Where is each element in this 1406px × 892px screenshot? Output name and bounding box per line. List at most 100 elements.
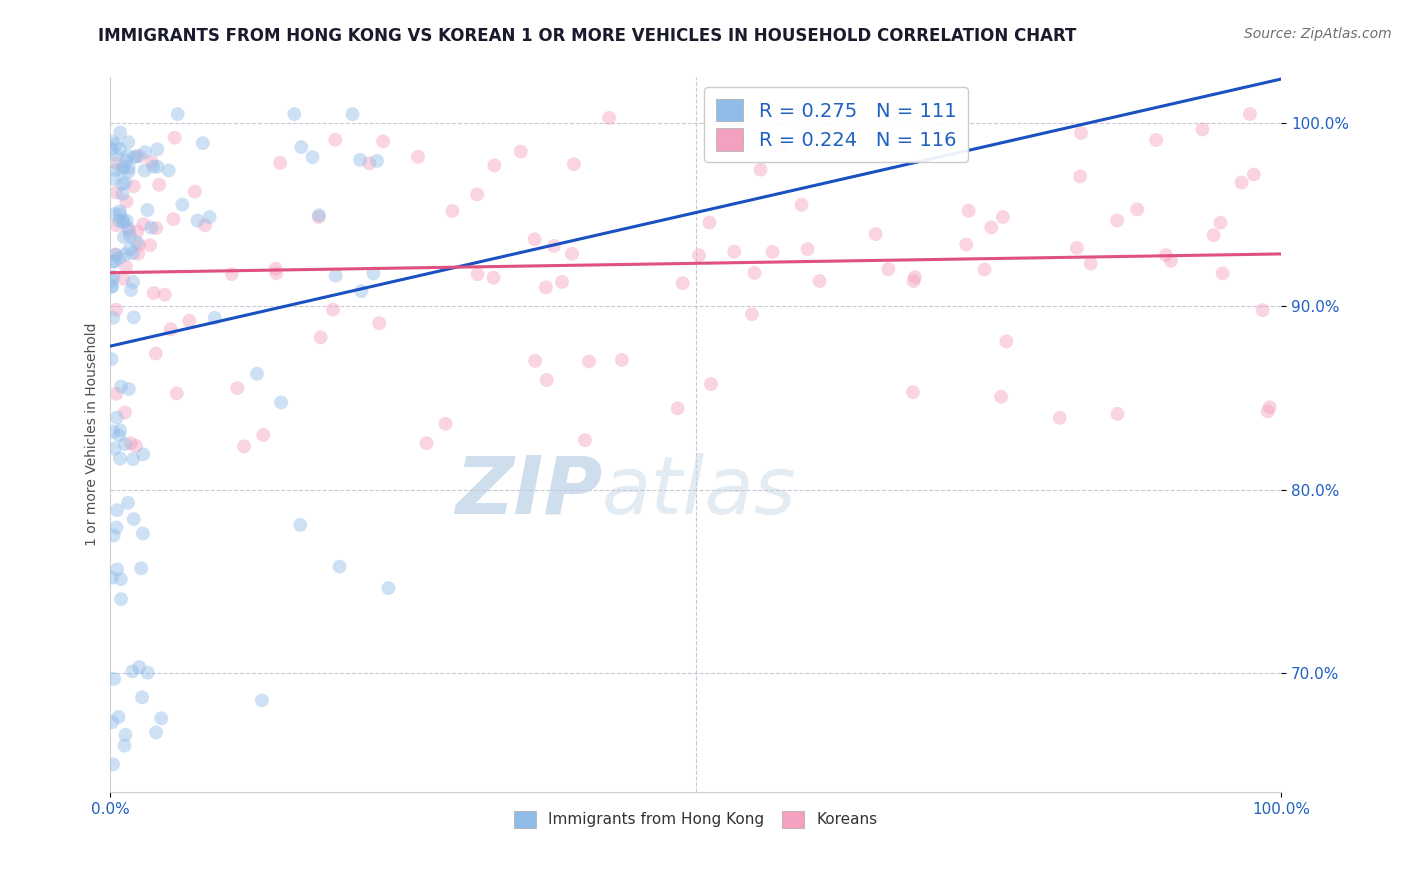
Point — [1212, 266, 1234, 280]
Point — [105, 248, 128, 262]
Point — [110, 592, 132, 607]
Point — [125, 235, 148, 250]
Point — [112, 160, 135, 174]
Point — [111, 177, 134, 191]
Point — [761, 244, 783, 259]
Point — [1126, 202, 1149, 217]
Point — [142, 286, 165, 301]
Legend: Immigrants from Hong Kong, Koreans: Immigrants from Hong Kong, Koreans — [508, 805, 883, 834]
Point — [101, 715, 124, 730]
Point — [103, 269, 125, 284]
Point — [793, 134, 815, 148]
Point — [1191, 122, 1213, 136]
Point — [172, 197, 194, 211]
Point — [551, 275, 574, 289]
Point — [246, 367, 269, 381]
Point — [980, 220, 1002, 235]
Point — [145, 725, 167, 739]
Point — [103, 207, 125, 221]
Point — [482, 270, 505, 285]
Point — [191, 136, 214, 150]
Point — [790, 198, 813, 212]
Point — [114, 405, 136, 419]
Point — [111, 162, 134, 177]
Point — [904, 270, 927, 285]
Y-axis label: 1 or more Vehicles in Household: 1 or more Vehicles in Household — [86, 323, 100, 547]
Point — [1258, 401, 1281, 415]
Point — [578, 354, 600, 368]
Point — [132, 447, 155, 461]
Point — [108, 428, 131, 442]
Point — [368, 316, 391, 330]
Point — [117, 165, 139, 179]
Point — [1230, 176, 1253, 190]
Point — [574, 433, 596, 447]
Point — [105, 562, 128, 576]
Point — [434, 417, 457, 431]
Text: atlas: atlas — [602, 453, 797, 531]
Point — [108, 251, 131, 265]
Point — [105, 520, 128, 534]
Point — [101, 571, 124, 585]
Point — [132, 526, 155, 541]
Point — [796, 242, 818, 256]
Point — [121, 246, 143, 260]
Point — [808, 274, 831, 288]
Point — [150, 711, 173, 725]
Point — [350, 284, 373, 298]
Point — [125, 149, 148, 163]
Point — [561, 247, 583, 261]
Point — [101, 757, 124, 772]
Point — [100, 274, 122, 288]
Point — [283, 107, 305, 121]
Point — [115, 260, 138, 274]
Point — [1243, 168, 1265, 182]
Point — [118, 242, 141, 256]
Point — [484, 158, 506, 172]
Point — [1066, 241, 1088, 255]
Point — [104, 163, 127, 178]
Point — [141, 154, 163, 169]
Point — [101, 279, 124, 293]
Point — [723, 244, 745, 259]
Point — [112, 213, 135, 227]
Point — [700, 377, 723, 392]
Point — [139, 238, 162, 252]
Point — [101, 255, 124, 269]
Point — [136, 665, 159, 680]
Point — [101, 135, 124, 149]
Point — [117, 135, 139, 149]
Point — [111, 187, 134, 202]
Text: IMMIGRANTS FROM HONG KONG VS KOREAN 1 OR MORE VEHICLES IN HOUSEHOLD CORRELATION : IMMIGRANTS FROM HONG KONG VS KOREAN 1 OR… — [98, 27, 1077, 45]
Point — [699, 215, 721, 229]
Point — [901, 385, 924, 400]
Point — [269, 156, 291, 170]
Point — [371, 134, 394, 148]
Point — [1069, 169, 1091, 184]
Point — [108, 214, 131, 228]
Point — [108, 423, 131, 437]
Point — [308, 208, 330, 222]
Point — [308, 210, 330, 224]
Point — [349, 153, 371, 167]
Point — [110, 126, 132, 140]
Point — [145, 346, 167, 360]
Point — [264, 261, 287, 276]
Point — [118, 161, 141, 175]
Point — [179, 314, 201, 328]
Point — [672, 276, 695, 290]
Point — [108, 451, 131, 466]
Point — [134, 163, 156, 178]
Point — [146, 142, 169, 156]
Point — [226, 381, 249, 395]
Point — [534, 280, 557, 294]
Point — [204, 310, 226, 325]
Point — [166, 107, 188, 121]
Point — [100, 142, 122, 156]
Point — [101, 425, 124, 439]
Point — [114, 728, 136, 742]
Point — [562, 157, 585, 171]
Point — [157, 163, 180, 178]
Point — [323, 133, 346, 147]
Point — [990, 390, 1012, 404]
